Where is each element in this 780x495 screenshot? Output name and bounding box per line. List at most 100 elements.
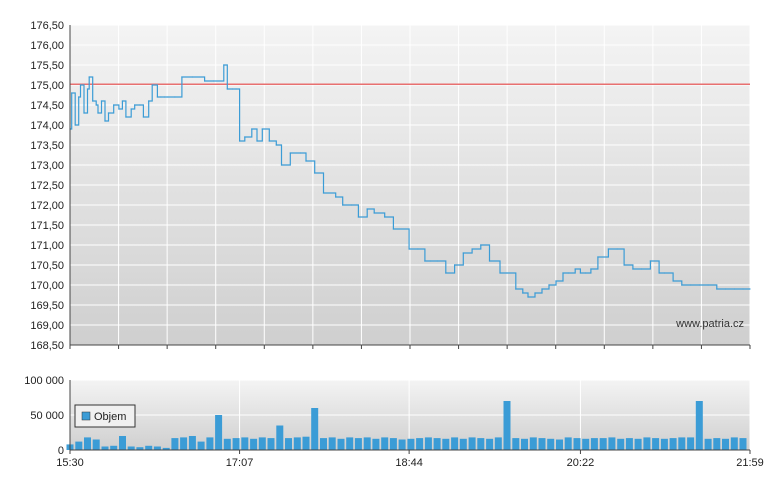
price-data-point <box>724 288 727 290</box>
price-data-point <box>527 296 529 298</box>
x-tick-label: 17:07 <box>226 457 254 469</box>
price-data-point <box>238 140 241 142</box>
volume-bar <box>206 437 214 450</box>
price-series-line <box>70 64 750 298</box>
volume-bar <box>337 438 345 450</box>
volume-bar <box>704 438 712 450</box>
volume-bar <box>162 447 170 450</box>
price-data-point <box>212 80 214 82</box>
price-data-point <box>716 288 718 290</box>
price-data-point <box>174 96 176 98</box>
price-data-point <box>95 104 97 106</box>
price-data-point <box>453 264 456 266</box>
volume-bar <box>459 438 467 450</box>
volume-bar <box>302 436 310 450</box>
volume-bar <box>608 437 616 450</box>
price-data-point <box>623 264 625 266</box>
price-data-point <box>534 292 536 294</box>
price-data-point <box>350 204 353 206</box>
price-data-point <box>226 88 228 90</box>
price-y-tick-label: 173,00 <box>30 160 64 172</box>
price-data-point <box>357 216 360 218</box>
volume-bar <box>197 441 205 450</box>
volume-bar <box>433 438 441 450</box>
price-data-point <box>134 104 136 106</box>
price-data-point <box>429 260 431 262</box>
volume-bar <box>625 438 633 450</box>
price-data-point <box>541 288 543 290</box>
price-y-tick-label: 172,50 <box>30 180 64 192</box>
price-data-point <box>632 268 634 270</box>
volume-bar <box>223 438 231 450</box>
price-data-point <box>167 96 169 98</box>
price-data-point <box>71 92 73 94</box>
volume-bar <box>110 445 118 450</box>
price-data-point <box>83 112 85 114</box>
price-y-tick-label: 170,00 <box>30 280 64 292</box>
price-data-point <box>163 96 165 98</box>
volume-bar <box>652 438 660 450</box>
price-data-point <box>567 272 569 274</box>
legend-swatch <box>81 411 91 421</box>
price-y-tick-label: 175,50 <box>30 60 64 72</box>
price-data-point <box>574 268 576 270</box>
volume-bar <box>617 438 625 450</box>
price-data-point <box>392 228 394 230</box>
price-data-point <box>261 128 263 130</box>
price-data-point <box>641 268 643 270</box>
volume-bar <box>547 438 555 450</box>
price-data-point <box>125 116 127 118</box>
price-data-point <box>235 88 237 90</box>
price-data-point <box>698 284 700 286</box>
price-data-point <box>471 248 473 250</box>
price-data-point <box>300 152 302 154</box>
price-data-point <box>244 136 246 138</box>
price-data-point <box>335 196 337 198</box>
price-data-point <box>548 284 550 286</box>
volume-bar <box>363 437 371 450</box>
price-data-point <box>707 284 709 286</box>
volume-bar <box>713 438 721 450</box>
price-data-point <box>366 208 368 210</box>
volume-bar <box>276 425 284 450</box>
x-tick-label: 18:44 <box>395 457 423 469</box>
price-data-point <box>268 140 270 142</box>
volume-bar <box>512 438 520 450</box>
volume-y-tick-label: 50 000 <box>30 410 64 422</box>
volume-bar <box>468 437 476 450</box>
volume-bar <box>145 445 153 450</box>
watermark-text: www.patria.cz <box>675 318 744 330</box>
price-data-point <box>555 280 557 282</box>
volume-bar <box>416 438 424 450</box>
price-data-point <box>142 116 145 118</box>
price-y-tick-label: 176,00 <box>30 40 64 52</box>
volume-bar <box>494 437 502 450</box>
volume-bar <box>136 447 144 450</box>
volume-bar <box>354 438 362 450</box>
price-data-point <box>436 260 438 262</box>
volume-bar <box>92 439 100 450</box>
price-data-point <box>322 192 325 194</box>
price-y-tick-label: 174,50 <box>30 100 64 112</box>
volume-bar <box>730 437 738 450</box>
price-data-point <box>689 284 692 286</box>
volume-bar <box>258 437 266 450</box>
volume-bar <box>442 438 450 450</box>
volume-bar <box>521 438 528 450</box>
price-data-point <box>408 248 410 250</box>
price-data-point <box>314 172 316 174</box>
price-data-point <box>305 160 307 162</box>
volume-bar <box>538 438 546 450</box>
volume-bar <box>311 408 319 450</box>
volume-bar <box>398 439 406 450</box>
price-data-point <box>88 76 90 78</box>
volume-bar <box>739 438 747 450</box>
price-data-point <box>289 152 291 154</box>
volume-bar <box>215 415 223 450</box>
price-data-point <box>139 104 141 106</box>
price-data-point <box>121 100 124 102</box>
volume-bar <box>556 439 563 450</box>
volume-bar <box>669 438 677 450</box>
price-data-point <box>74 124 76 126</box>
